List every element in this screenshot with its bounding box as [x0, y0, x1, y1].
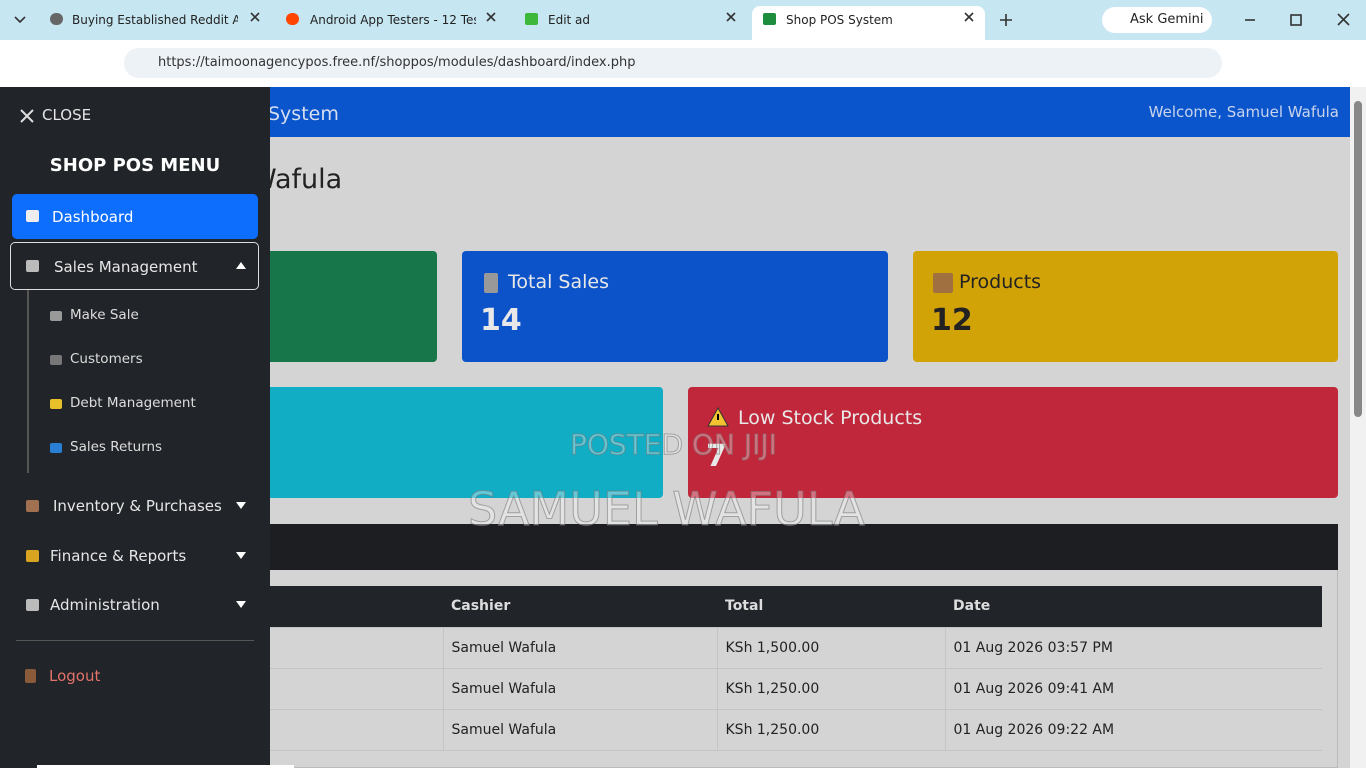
- card-value: 12: [931, 303, 973, 338]
- nav-link[interactable]: Inventory & Purchases: [53, 497, 222, 515]
- cell: 01 Aug 2026 09:22 AM: [944, 709, 1322, 751]
- icon: [26, 599, 39, 611]
- table-row: Samuel Wafula KSh 1,250.00 01 Aug 2026 09:…: [200, 709, 1322, 751]
- watermark: SAMUEL WAFULA: [468, 482, 866, 537]
- nav-link[interactable]: Sales Management: [54, 258, 198, 276]
- scrollbar[interactable]: [1350, 87, 1366, 768]
- tab-title[interactable]: Buying Established Reddit Acco: [72, 13, 238, 27]
- separator: [16, 640, 254, 641]
- nav-link[interactable]: Administration: [50, 596, 160, 614]
- header-cell: Total: [717, 586, 945, 628]
- card: [200, 387, 663, 498]
- favicon: [525, 13, 538, 25]
- icon: [26, 500, 39, 512]
- icon: [50, 443, 62, 453]
- gemini-button[interactable]: [1102, 7, 1212, 33]
- bottom-bar: [37, 765, 294, 768]
- active-tab[interactable]: [752, 6, 985, 40]
- sub-line: [27, 290, 29, 473]
- cell: 01 Aug 2026 03:57 PM: [944, 627, 1322, 669]
- icon: [50, 355, 62, 365]
- nav-active[interactable]: [12, 194, 258, 239]
- card-label: Total Sales: [508, 271, 609, 293]
- nav-link[interactable]: Finance & Reports: [50, 547, 187, 565]
- cell: Samuel Wafula: [442, 627, 717, 669]
- logout[interactable]: Logout: [49, 667, 101, 685]
- sales-table: Cashier Total Date Samuel Wafula KSh 1,500.…: [200, 586, 1322, 751]
- cell: Samuel Wafula: [442, 668, 717, 710]
- card-label: Products: [959, 271, 1042, 293]
- cell: 01 Aug 2026 09:41 AM: [944, 668, 1322, 710]
- caret: [236, 262, 246, 269]
- icon: [50, 311, 62, 321]
- tab-title[interactable]: Shop POS System: [786, 13, 893, 27]
- nav-group-open[interactable]: [10, 242, 259, 290]
- panel-header: [200, 524, 1338, 570]
- card-value: 7: [706, 439, 727, 474]
- header-cell: Cashier: [443, 586, 717, 628]
- caret: [236, 502, 246, 509]
- cell: KSh 1,250.00: [716, 709, 945, 751]
- url[interactable]: https://taimoonagencypos.free.nf/shoppos…: [158, 55, 636, 70]
- sub-link[interactable]: Debt Management: [70, 395, 196, 411]
- cell: Samuel Wafula: [442, 709, 717, 751]
- tab-title[interactable]: Edit ad: [548, 13, 591, 27]
- table-row: Samuel Wafula KSh 1,500.00 01 Aug 2026 03:…: [200, 627, 1322, 669]
- cell: KSh 1,250.00: [716, 668, 945, 710]
- sub-link[interactable]: Sales Returns: [70, 439, 163, 455]
- cell: KSh 1,500.00: [716, 627, 945, 669]
- card: Total Sales 14: [462, 251, 888, 362]
- gemini-label[interactable]: Ask Gemini: [1130, 12, 1204, 27]
- sub-link[interactable]: Customers: [70, 351, 143, 367]
- header-cell: Date: [945, 586, 1322, 628]
- close-button[interactable]: CLOSE: [42, 106, 92, 124]
- icon: [26, 550, 39, 562]
- sidebar: [0, 87, 270, 768]
- watermark: POSTED ON JIJI: [570, 428, 778, 462]
- card: Products 12: [913, 251, 1338, 362]
- close-icon[interactable]: [20, 109, 34, 123]
- app-title: System: [268, 103, 339, 125]
- card-label: Low Stock Products: [738, 407, 923, 429]
- card-value: 14: [480, 303, 522, 338]
- caret: [236, 552, 246, 559]
- sub-link[interactable]: Make Sale: [70, 307, 139, 323]
- nav-link[interactable]: Dashboard: [52, 208, 134, 226]
- welcome: Welcome, Samuel Wafula: [1148, 103, 1339, 121]
- address-bar[interactable]: [124, 48, 1222, 78]
- favicon: [286, 13, 299, 25]
- menu-title: SHOP POS MENU: [49, 155, 221, 176]
- icon: [50, 399, 62, 409]
- favicon: [50, 13, 63, 25]
- table-row: Samuel Wafula KSh 1,250.00 01 Aug 2026 09:…: [200, 668, 1322, 710]
- favicon: [763, 13, 776, 25]
- tab-title[interactable]: Android App Testers - 12 Testers: [310, 13, 476, 27]
- caret: [236, 601, 246, 608]
- app-header: [270, 87, 1350, 137]
- card: Low Stock Products 7: [688, 387, 1338, 498]
